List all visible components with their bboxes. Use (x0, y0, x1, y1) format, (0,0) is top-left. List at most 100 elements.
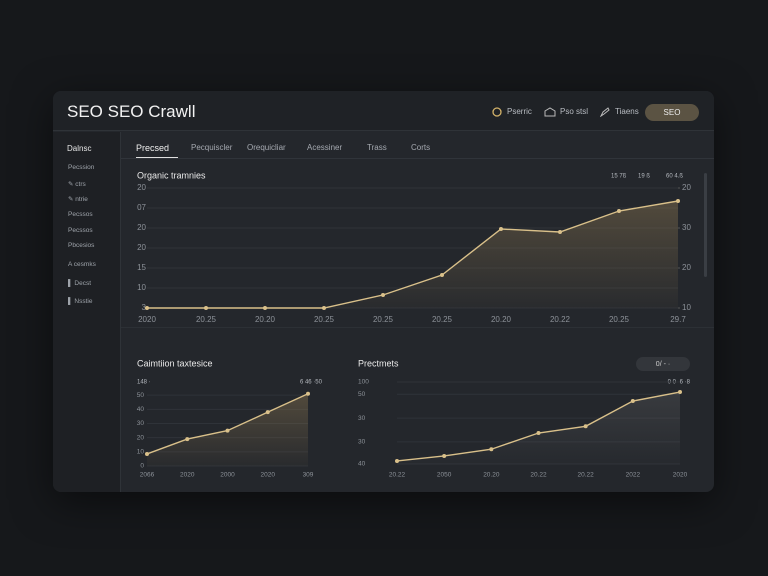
point (263, 306, 267, 310)
annotation: 148 · (137, 380, 151, 386)
annotation: 15 7ß (611, 174, 627, 180)
y-tick-label: 3 (142, 303, 147, 312)
point (204, 306, 208, 310)
y-tick-label: 20 (137, 243, 146, 252)
point (225, 428, 230, 433)
y-tick-label: 20 (137, 434, 145, 441)
y2-tick-label: 20 (682, 183, 691, 192)
sidebar-item[interactable]: ▌ Decst (68, 280, 92, 287)
x-tick-label: 20.22 (550, 315, 571, 324)
x-tick-label: 2022 (626, 472, 641, 479)
divider (121, 158, 714, 159)
sidebar-title: Dalnsc (67, 144, 92, 153)
point (617, 209, 621, 213)
x-tick-label: 2020 (673, 472, 688, 479)
header-button[interactable]: SEO (645, 104, 699, 121)
y-tick-label: 10 (137, 449, 145, 456)
header-action[interactable]: Pserric (507, 107, 532, 116)
point (630, 399, 635, 404)
sidebar-item-label: Decst (74, 280, 92, 287)
tab[interactable]: Corts (411, 143, 431, 152)
y2-tick-label: 20 (682, 263, 691, 272)
chart-title: Prectmets (358, 358, 399, 368)
tab[interactable]: Pecquiscler (191, 143, 233, 152)
line (147, 200, 679, 309)
sidebar-item[interactable]: Pecssos (68, 211, 93, 218)
point (265, 410, 270, 415)
sidebar-item-label: cesmks (73, 261, 96, 268)
annotation: 6 46 ·50 (300, 380, 323, 386)
sidebar-item-label: ntrie (75, 196, 88, 203)
x-tick-label: 20.25 (609, 315, 630, 324)
tab[interactable]: Acessiner (307, 143, 343, 152)
header: SEO SEO Crawll Pserric Pso stsl Tiaens S… (53, 91, 714, 131)
x-tick-label: 20.20 (491, 315, 512, 324)
x-tick-label: 2020 (180, 472, 195, 479)
header-action[interactable]: Pso stsl (560, 107, 589, 116)
annotation: 60 4.ß (666, 174, 683, 180)
point (536, 431, 541, 436)
scrollbar[interactable] (704, 173, 707, 277)
x-tick-label: 20.20 (483, 472, 500, 479)
sidebar-item[interactable]: Pecssion (68, 164, 95, 171)
point (145, 451, 149, 456)
app-title: SEO SEO Crawll (67, 102, 196, 121)
icon (544, 107, 556, 117)
y-tick-label: 40 (137, 406, 145, 413)
sidebar-item[interactable]: ✎ ctrs (68, 181, 86, 188)
sidebar-item[interactable]: Pbcesios (68, 242, 95, 249)
x-tick-label: 20.25 (314, 315, 335, 324)
point (440, 273, 444, 277)
y-tick-label: 50 (358, 391, 366, 398)
x-tick-label: 2066 (140, 472, 155, 479)
annotation: 19 ß (638, 174, 650, 180)
x-tick-label: 20.22 (389, 472, 406, 479)
x-tick-label: 2020 (138, 315, 156, 324)
x-tick-label: 2020 (261, 472, 276, 479)
x-tick-label: 20.25 (196, 315, 217, 324)
x-tick-label: 20.22 (530, 472, 547, 479)
x-tick-label: 20.20 (255, 315, 276, 324)
header-action[interactable]: Tiaens (615, 107, 639, 116)
sidebar-item[interactable]: ▌ Nsstie (68, 298, 93, 305)
y-tick-label: 40 (358, 461, 366, 468)
y-tick-label: 15 (137, 263, 146, 272)
tab[interactable]: Precsed (136, 143, 170, 153)
area (147, 393, 308, 466)
sidebar: Dalnsc Pecssion ✎ ctrs ✎ ntrie Pecssos P… (53, 132, 121, 492)
y2-tick-label: 10 (682, 303, 691, 312)
y-tick-label: 10 (137, 283, 146, 292)
y-tick-label: 30 (358, 415, 366, 422)
tab[interactable]: Trass (367, 143, 387, 152)
tab-underline (136, 157, 178, 158)
point (322, 306, 326, 310)
y-tick-label: 0 (140, 463, 144, 470)
y-tick-label: 50 (137, 392, 145, 399)
point (489, 447, 494, 452)
chart-button-bg[interactable] (636, 357, 690, 371)
point (395, 458, 399, 463)
sidebar-item[interactable]: ✎ ntrie (68, 196, 88, 203)
chart-title: Organic tramnies (137, 170, 206, 180)
x-tick-label: 20.25 (373, 315, 394, 324)
point (306, 391, 310, 396)
x-tick-label: 20.25 (432, 315, 453, 324)
tab[interactable]: Orequicliar (247, 143, 286, 152)
x-tick-label: 309 (303, 472, 314, 479)
sidebar-item[interactable]: A cesmks (68, 261, 96, 268)
divider (121, 327, 714, 328)
x-tick-label: 29.7 (670, 315, 686, 324)
point (185, 437, 190, 442)
x-tick-label: 2000 (220, 472, 235, 479)
sidebar-item-label: ctrs (75, 181, 86, 188)
point (583, 424, 588, 429)
y-tick-label: 30 (137, 420, 145, 427)
y-tick-label: 07 (137, 203, 146, 212)
point (499, 227, 503, 231)
sidebar-item[interactable]: Pecssos (68, 227, 93, 234)
icon (600, 107, 610, 117)
point (381, 293, 385, 297)
annotation: 0 0 ·6 ·8 (668, 380, 691, 386)
